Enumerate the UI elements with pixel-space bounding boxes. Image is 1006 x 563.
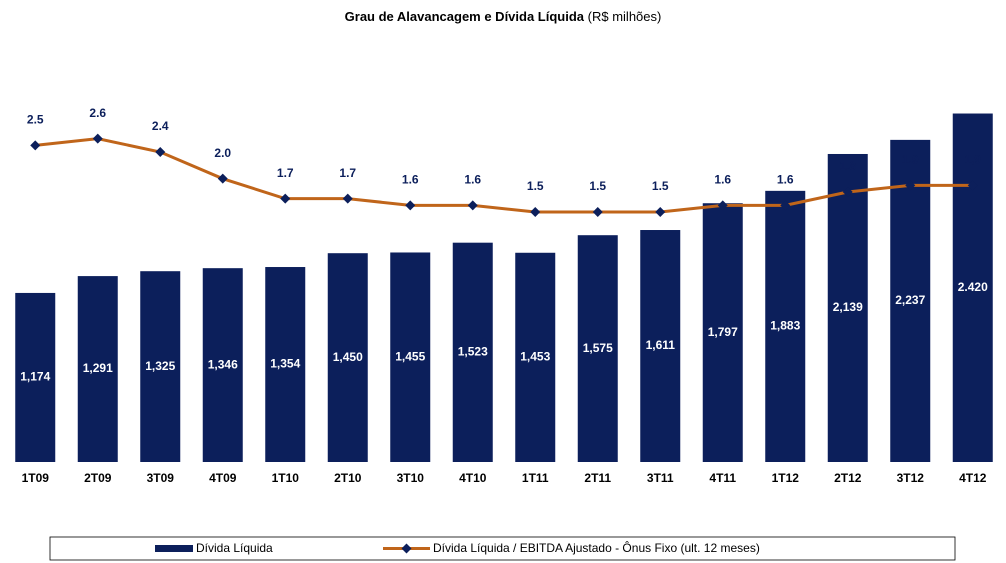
line-marker <box>592 207 603 217</box>
line-marker <box>155 147 166 157</box>
bar-value-label: 1,611 <box>646 338 676 352</box>
bar-value-label: 1,455 <box>395 349 425 363</box>
x-tick-label: 1T09 <box>22 471 50 485</box>
bar <box>702 203 743 462</box>
line-marker <box>655 207 666 217</box>
line-value-label: 2.0 <box>214 146 231 160</box>
x-tick-label: 3T09 <box>147 471 175 485</box>
x-tick-label: 1T12 <box>772 471 800 485</box>
bar-value-label: 2,237 <box>895 293 925 307</box>
bar <box>515 252 556 462</box>
x-tick-label: 4T09 <box>209 471 237 485</box>
line-value-label: 2.5 <box>27 113 44 127</box>
line-marker <box>842 187 853 197</box>
line-marker <box>467 200 478 211</box>
x-tick-label: 2T11 <box>584 471 611 485</box>
line-value-label: 2.6 <box>89 106 106 120</box>
bar <box>265 267 306 462</box>
line-value-label: 2.4 <box>152 119 169 133</box>
legend-marker <box>401 543 412 554</box>
bar <box>15 292 56 462</box>
legend-label: Dívida Líquida / EBITDA Ajustado - Ônus … <box>433 540 760 555</box>
bar <box>140 271 181 462</box>
line-marker <box>967 180 978 191</box>
bar-value-label: 1,325 <box>145 359 175 373</box>
line-marker <box>717 200 728 211</box>
bar <box>827 153 868 462</box>
x-tick-label: 1T11 <box>522 471 549 485</box>
x-tick-label: 4T12 <box>959 471 987 485</box>
line-marker <box>780 200 791 211</box>
bar-value-label: 1,883 <box>770 319 800 333</box>
bar-value-label: 1,575 <box>583 341 613 355</box>
x-tick-label: 2T09 <box>84 471 112 485</box>
bar-value-label: 1,453 <box>520 350 550 364</box>
line-marker <box>405 200 416 211</box>
line-marker <box>280 193 291 204</box>
bar <box>202 268 243 462</box>
line <box>35 137 973 214</box>
x-tick-label: 4T11 <box>709 471 736 485</box>
line-value-label: 1.7 <box>277 166 294 180</box>
chart-subtitle: (R$ milhões) <box>588 9 662 24</box>
line-value-label: 1.6 <box>777 173 794 187</box>
bar-value-label: 2,139 <box>833 300 863 314</box>
bar <box>952 113 993 463</box>
bar <box>390 252 431 462</box>
line-marker <box>92 133 103 144</box>
bar <box>327 253 368 462</box>
bar-value-label: 1,523 <box>458 345 488 359</box>
bar <box>890 139 931 462</box>
line-marker <box>30 140 41 151</box>
line-value-label: 1.6 <box>402 173 419 187</box>
bar <box>577 235 618 462</box>
x-tick-label: 2T12 <box>834 471 862 485</box>
bar-value-label: 1,174 <box>20 370 50 384</box>
line-value-label: 1.6 <box>464 173 481 187</box>
line-value-label: 1.9 <box>902 153 919 167</box>
x-tick-label: 3T11 <box>647 471 674 485</box>
bar-value-label: 2.420 <box>958 280 988 294</box>
line-value-label: 1.7 <box>339 166 356 180</box>
bar <box>765 190 806 462</box>
line-value-label: 1.5 <box>589 179 606 193</box>
x-tick-label: 3T12 <box>897 471 925 485</box>
line-value-label: 1.8 <box>839 159 856 173</box>
x-tick-label: 2T10 <box>334 471 362 485</box>
line-marker <box>342 193 353 204</box>
line-marker <box>217 173 228 184</box>
bar-value-label: 1,291 <box>83 361 113 375</box>
line-marker <box>530 207 541 217</box>
legend-box <box>49 536 956 561</box>
chart-title: Grau de Alavancagem e Dívida Líquida <box>345 9 585 24</box>
bar-value-label: 1,346 <box>208 357 238 371</box>
line-value-label: 1.6 <box>714 173 731 187</box>
legend-swatch <box>155 545 193 552</box>
legend-label: Dívida Líquida <box>196 541 273 555</box>
bar <box>640 230 681 462</box>
line-value-label: 1.5 <box>652 179 669 193</box>
line-marker <box>905 180 916 191</box>
bar-value-label: 1,354 <box>270 357 300 371</box>
bar-value-label: 1,450 <box>333 350 363 364</box>
line-value-label: 1.5 <box>527 179 544 193</box>
chart-title-group: Grau de Alavancagem e Dívida Líquida (R$… <box>345 9 662 24</box>
bar-value-label: 1,797 <box>708 325 738 339</box>
line-value-label: 1,9 <box>964 153 981 167</box>
bar <box>77 276 118 462</box>
x-tick-label: 1T10 <box>272 471 300 485</box>
bar <box>452 242 493 462</box>
x-tick-label: 3T10 <box>397 471 425 485</box>
x-tick-label: 4T10 <box>459 471 487 485</box>
